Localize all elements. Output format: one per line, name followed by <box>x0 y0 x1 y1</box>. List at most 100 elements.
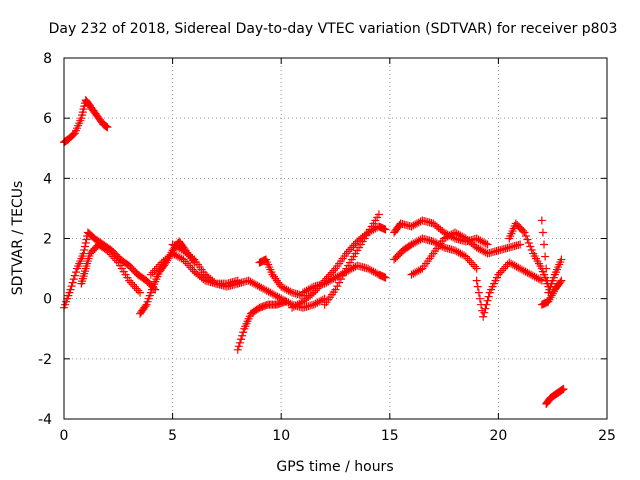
data-point <box>130 282 139 291</box>
y-axis-label: SDTVAR / TECUs <box>10 181 26 296</box>
data-point <box>512 262 521 271</box>
data-point <box>557 276 566 285</box>
data-point <box>168 240 177 249</box>
data-point <box>548 289 557 298</box>
data-point <box>496 268 505 277</box>
data-point <box>365 265 374 274</box>
data-point <box>306 284 315 293</box>
data-point <box>479 312 488 321</box>
data-point <box>480 308 489 317</box>
data-point <box>284 286 293 295</box>
data-point <box>414 218 423 227</box>
series-arc-late-2 <box>390 234 481 273</box>
data-point <box>472 264 481 273</box>
data-point <box>521 267 530 276</box>
data-point <box>412 267 421 276</box>
data-point <box>264 287 273 296</box>
data-point <box>277 282 286 291</box>
series-arc-neg-1 <box>542 384 568 408</box>
data-point <box>349 241 358 250</box>
data-point <box>367 266 376 275</box>
data-point <box>233 345 242 354</box>
data-point <box>168 249 177 258</box>
data-point <box>181 257 190 266</box>
data-point <box>407 240 416 249</box>
data-point <box>412 219 421 228</box>
grid-lines <box>64 58 607 419</box>
data-point <box>108 252 117 261</box>
x-tick-labels: 0 5 10 15 20 25 <box>60 428 616 444</box>
y-tick-label: -4 <box>38 412 52 428</box>
data-point <box>188 254 197 263</box>
data-point <box>456 249 465 258</box>
data-point <box>338 271 347 280</box>
data-point <box>454 248 463 257</box>
x-tick-label: 20 <box>489 428 507 444</box>
data-point <box>542 264 551 273</box>
data-point <box>71 268 80 277</box>
data-point <box>329 274 338 283</box>
data-point <box>458 232 467 241</box>
data-point <box>431 238 440 247</box>
data-point <box>450 228 459 237</box>
data-point <box>272 276 281 285</box>
data-point <box>331 285 340 294</box>
data-point <box>234 342 243 351</box>
data-point <box>454 230 463 239</box>
data-point <box>300 287 309 296</box>
series-arc-mid-2 <box>255 255 307 300</box>
data-point <box>175 253 184 262</box>
data-point <box>174 243 183 252</box>
data-point <box>141 302 150 311</box>
data-point <box>154 262 163 271</box>
data-point <box>473 282 482 291</box>
data-point <box>248 278 257 287</box>
data-point <box>534 274 543 283</box>
data-point <box>481 304 490 313</box>
data-point <box>132 284 141 293</box>
data-point <box>269 290 278 299</box>
data-point <box>239 328 248 337</box>
data-point <box>238 331 247 340</box>
data-point <box>136 288 145 297</box>
data-point <box>322 278 331 287</box>
data-point <box>150 266 159 275</box>
data-point <box>369 267 378 276</box>
data-point <box>274 278 283 287</box>
data-point <box>268 270 277 279</box>
data-point <box>498 266 507 275</box>
data-point <box>186 263 195 272</box>
data-point <box>452 247 461 256</box>
data-point <box>456 231 465 240</box>
data-point <box>505 258 514 267</box>
x-axis-label: GPS time / hours <box>276 459 393 475</box>
data-point <box>526 270 535 279</box>
data-point <box>210 278 219 287</box>
data-point <box>293 300 302 309</box>
data-point <box>146 270 155 279</box>
data-point <box>342 249 351 258</box>
series-arc-high-1 <box>60 96 112 147</box>
data-point <box>470 262 479 271</box>
data-point <box>524 239 533 248</box>
data-point <box>517 265 526 274</box>
data-point <box>482 300 491 309</box>
chart-title: Day 232 of 2018, Sidereal Day-to-day VTE… <box>49 21 618 37</box>
data-point <box>516 264 525 273</box>
data-point <box>327 275 336 284</box>
data-point <box>472 243 481 252</box>
data-point <box>170 241 179 250</box>
data-point <box>414 266 423 275</box>
data-point <box>273 292 282 301</box>
series-arc-rise-3 <box>320 210 383 309</box>
data-point <box>507 259 516 268</box>
data-point <box>250 279 259 288</box>
y-tick-labels: -4 -2 0 2 4 6 8 <box>38 51 52 428</box>
data-point <box>320 279 329 288</box>
data-point <box>465 256 474 265</box>
data-point <box>103 123 112 132</box>
series-arc-main-2 <box>77 240 145 297</box>
data-point <box>280 284 289 293</box>
data-point <box>472 276 481 285</box>
